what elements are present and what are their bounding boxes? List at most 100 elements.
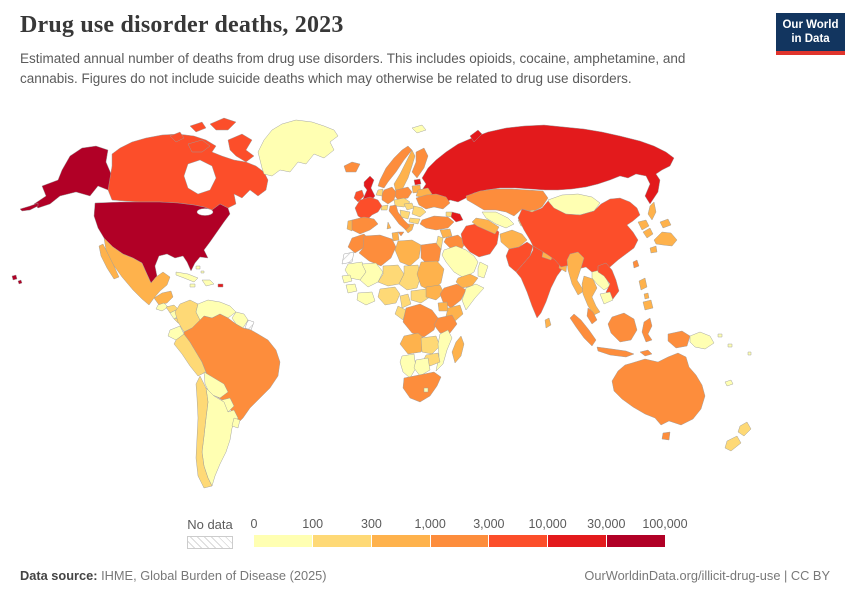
country-tanzania[interactable] [433, 314, 458, 334]
country-canada-ellesmere[interactable] [209, 117, 237, 131]
owid-logo[interactable]: Our World in Data [776, 13, 845, 55]
country-pacific-islands[interactable] [717, 333, 752, 356]
country-angola[interactable] [399, 332, 427, 355]
country-france[interactable] [354, 196, 383, 222]
country-norway[interactable] [377, 145, 413, 189]
country-madagascar[interactable] [451, 335, 465, 364]
country-iceland[interactable] [343, 161, 361, 173]
country-jamaica[interactable] [189, 283, 196, 288]
country-central-african-republic[interactable] [410, 288, 431, 304]
country-romania[interactable] [411, 205, 427, 218]
country-uruguay[interactable] [231, 417, 241, 429]
country-mexico[interactable] [103, 237, 171, 306]
country-niger[interactable] [377, 264, 405, 287]
country-uganda[interactable] [437, 301, 449, 312]
legend-bin[interactable] [548, 535, 608, 547]
country-indonesia-papua[interactable] [667, 330, 691, 349]
country-philippines-luzon[interactable] [638, 277, 648, 291]
country-indonesia-timor[interactable] [639, 349, 653, 357]
country-usa-aleutians[interactable] [19, 202, 39, 212]
license-link[interactable]: OurWorldinData.org/illicit-drug-use | CC… [584, 568, 830, 583]
country-tunisia[interactable] [391, 231, 400, 242]
country-italy-sicily[interactable] [397, 231, 405, 237]
legend-bin[interactable] [254, 535, 313, 547]
country-drc[interactable] [402, 303, 439, 338]
country-japan-sakhalin[interactable] [647, 201, 657, 221]
country-japan-hokkaido[interactable] [659, 218, 672, 229]
country-ivory-coast-ghana[interactable] [356, 291, 376, 306]
country-taiwan[interactable] [632, 259, 640, 269]
country-hungary[interactable] [403, 202, 415, 211]
country-chad[interactable] [398, 264, 422, 291]
country-senegal[interactable] [341, 274, 353, 284]
country-botswana[interactable] [413, 357, 431, 377]
country-thailand[interactable] [581, 275, 601, 316]
country-indonesia-sulawesi[interactable] [641, 317, 653, 343]
country-japan-kyushu[interactable] [649, 245, 658, 254]
country-new-caledonia[interactable] [724, 379, 734, 387]
country-china[interactable] [517, 197, 641, 274]
country-estonia[interactable] [413, 178, 422, 186]
country-russia-novaya-zemlya[interactable] [469, 129, 483, 143]
country-portugal[interactable] [346, 219, 353, 232]
country-zambia[interactable] [420, 335, 441, 355]
country-cameroon[interactable] [399, 293, 412, 309]
country-indonesia-java[interactable] [596, 346, 635, 358]
country-ireland[interactable] [353, 189, 365, 203]
country-greenland[interactable] [257, 119, 339, 177]
country-indonesia-borneo[interactable] [607, 312, 638, 343]
country-somalia[interactable] [461, 283, 485, 311]
country-guinea[interactable] [345, 283, 358, 294]
country-svalbard[interactable] [411, 124, 427, 134]
country-puerto-rico[interactable] [217, 283, 224, 288]
country-hispaniola[interactable] [201, 279, 215, 287]
country-saudi-arabia[interactable] [441, 245, 479, 279]
country-cuba[interactable] [175, 271, 199, 283]
country-brazil[interactable] [183, 313, 281, 425]
country-mozambique[interactable] [435, 329, 453, 372]
country-finland[interactable] [411, 147, 429, 179]
country-lesotho[interactable] [423, 387, 429, 393]
country-libya[interactable] [394, 239, 422, 267]
country-ukraine[interactable] [415, 193, 451, 210]
country-azerbaijan[interactable] [450, 211, 464, 223]
country-canada-baffin[interactable] [227, 133, 255, 163]
country-usa-hawaii[interactable] [11, 274, 23, 285]
country-japan-honshu[interactable] [653, 231, 678, 247]
legend-bin[interactable] [430, 535, 490, 547]
country-philippines-visayas[interactable] [643, 292, 650, 300]
country-namibia[interactable] [399, 353, 417, 379]
country-malaysia[interactable] [586, 307, 598, 325]
country-bolivia[interactable] [203, 371, 229, 399]
country-balkans[interactable] [399, 209, 411, 220]
country-afghanistan[interactable] [499, 229, 528, 250]
country-guatemala[interactable] [155, 302, 169, 312]
country-syria[interactable] [439, 228, 453, 239]
country-mexico-baja[interactable] [98, 243, 120, 280]
country-cambodia[interactable] [599, 291, 614, 305]
country-uzbekistan[interactable] [481, 211, 515, 229]
country-benelux[interactable] [375, 188, 384, 197]
country-algeria[interactable] [358, 234, 397, 267]
country-south-africa[interactable] [402, 371, 442, 403]
country-philippines-mindanao[interactable] [642, 299, 654, 311]
country-spain[interactable] [348, 216, 379, 235]
country-south-korea[interactable] [642, 227, 654, 239]
country-north-korea[interactable] [637, 219, 650, 231]
country-switzerland[interactable] [380, 204, 389, 211]
legend-bin[interactable] [371, 535, 431, 547]
country-bulgaria[interactable] [408, 217, 421, 225]
country-australia-tasmania[interactable] [661, 431, 671, 441]
country-western-sahara[interactable] [341, 251, 355, 265]
country-new-zealand-south[interactable] [724, 435, 742, 452]
legend-bin[interactable] [312, 535, 372, 547]
country-canada-arctic-1[interactable] [189, 121, 207, 133]
country-new-zealand-north[interactable] [737, 421, 752, 437]
country-congo-gabon[interactable] [394, 305, 407, 321]
legend-bin[interactable] [607, 535, 666, 547]
country-usa-alaska[interactable] [33, 145, 117, 209]
country-myanmar[interactable] [566, 251, 585, 296]
country-russia[interactable] [421, 124, 675, 205]
no-data-swatch[interactable] [187, 536, 233, 549]
country-turkmenistan[interactable] [471, 217, 500, 235]
